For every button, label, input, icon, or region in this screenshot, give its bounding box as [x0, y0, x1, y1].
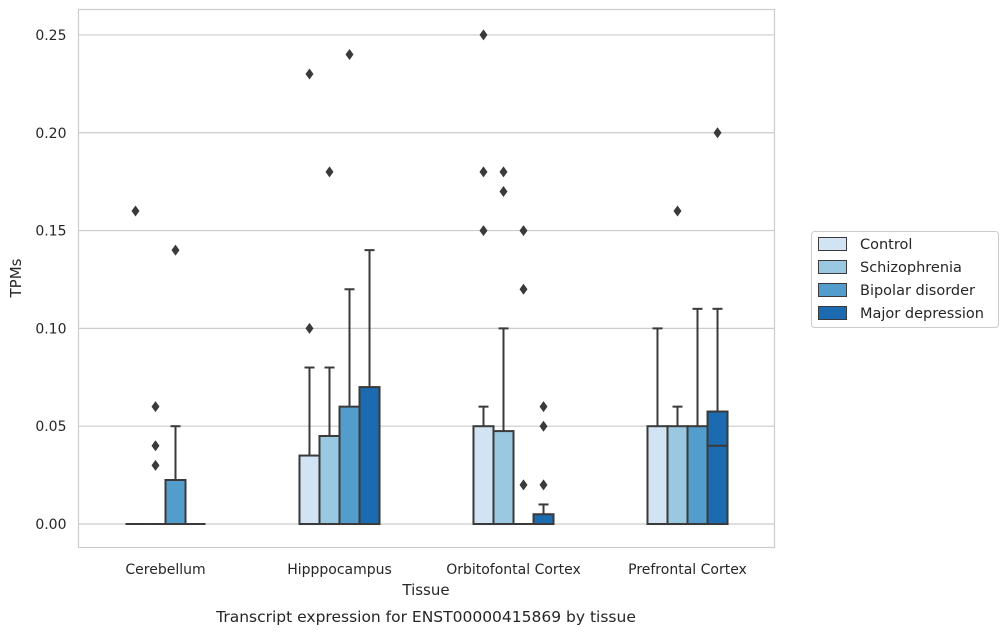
box-body: [318, 434, 341, 526]
outlier-point: [479, 29, 488, 41]
y-axis-ticks: 0.00 0.05 0.10 0.15 0.20 0.25: [35, 28, 66, 533]
outlier-point: [499, 166, 508, 178]
outlier-point: [151, 440, 160, 452]
y-tick-label: 0.00: [35, 517, 66, 533]
legend-swatch: [818, 260, 847, 274]
box-group: [513, 225, 534, 526]
box-body: [666, 425, 689, 526]
box-group: [492, 166, 515, 526]
box-body: [298, 454, 321, 526]
legend-label: Bipolar disorder: [860, 283, 975, 299]
box-body: [686, 425, 709, 526]
outlier-point: [305, 322, 314, 334]
box-body: [492, 430, 515, 526]
box-group: [125, 205, 146, 526]
legend-swatch: [818, 306, 847, 320]
y-tick-label: 0.25: [35, 28, 66, 44]
legend-label: Control: [860, 237, 912, 253]
x-tick-label: Orbitofontal Cortex: [446, 562, 581, 578]
outlier-point: [539, 420, 548, 432]
legend-label: Major depression: [860, 306, 984, 322]
box-group: [706, 127, 729, 526]
box-body: [706, 410, 729, 526]
y-tick-label: 0.10: [35, 321, 66, 337]
outlier-point: [673, 205, 682, 217]
box-group: [298, 68, 321, 526]
box-body: [358, 386, 381, 526]
legend-label: Schizophrenia: [860, 260, 962, 276]
box-body: [532, 513, 555, 526]
box-body: [472, 425, 495, 526]
y-tick-label: 0.05: [35, 419, 66, 435]
box-body: [646, 425, 669, 526]
box-group: [646, 327, 669, 526]
x-axis-label: Tissue: [401, 581, 449, 599]
plot-frame: [77, 8, 776, 549]
outlier-point: [345, 48, 354, 60]
outlier-point: [519, 479, 528, 491]
outlier-point: [171, 244, 180, 256]
y-tick-label: 0.20: [35, 126, 66, 142]
outlier-point: [539, 479, 548, 491]
outlier-point: [519, 283, 528, 295]
legend: Control Schizophrenia Bipolar disorder Majo…: [811, 231, 999, 328]
outlier-point: [151, 401, 160, 413]
legend-swatch: [818, 283, 847, 297]
outlier-point: [539, 401, 548, 413]
y-axis-label: TPMs: [7, 258, 25, 298]
outlier-point: [713, 127, 722, 139]
outlier-point: [499, 185, 508, 197]
outlier-point: [151, 459, 160, 471]
outlier-point: [519, 225, 528, 237]
chart-caption: Transcript expression for ENST0000041586…: [215, 608, 636, 626]
legend-frame: [811, 231, 999, 328]
x-axis-ticks: Cerebellum Hipppocampus Orbitofontal Corte…: [125, 562, 746, 578]
box-group: [532, 401, 555, 526]
y-tick-label: 0.15: [35, 224, 66, 240]
box-body: [164, 479, 187, 526]
legend-swatch: [818, 237, 847, 251]
box-group: [358, 249, 381, 526]
x-tick-label: Cerebellum: [125, 562, 205, 578]
boxes: [125, 29, 729, 526]
outlier-point: [131, 205, 140, 217]
box-group: [164, 244, 187, 526]
box-body: [338, 405, 361, 526]
outlier-point: [479, 225, 488, 237]
x-tick-label: Prefrontal Cortex: [628, 562, 747, 578]
outlier-point: [305, 68, 314, 80]
outlier-point: [325, 166, 334, 178]
outlier-point: [479, 166, 488, 178]
box-group: [145, 401, 166, 526]
x-tick-label: Hipppocampus: [287, 562, 392, 578]
